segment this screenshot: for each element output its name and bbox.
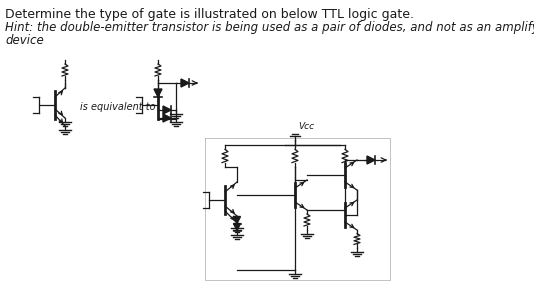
Polygon shape	[233, 216, 240, 224]
Text: Determine the type of gate is illustrated on below TTL logic gate.: Determine the type of gate is illustrate…	[5, 8, 414, 21]
Polygon shape	[154, 89, 162, 97]
Polygon shape	[367, 156, 375, 164]
Text: device: device	[5, 34, 44, 47]
Polygon shape	[163, 106, 171, 114]
Text: is equivalent to: is equivalent to	[80, 102, 155, 112]
Polygon shape	[181, 79, 189, 87]
Text: Hint: the double-emitter transistor is being used as a pair of diodes, and not a: Hint: the double-emitter transistor is b…	[5, 21, 534, 34]
Polygon shape	[233, 224, 240, 230]
Text: Vcc: Vcc	[298, 122, 314, 131]
Polygon shape	[163, 114, 171, 122]
